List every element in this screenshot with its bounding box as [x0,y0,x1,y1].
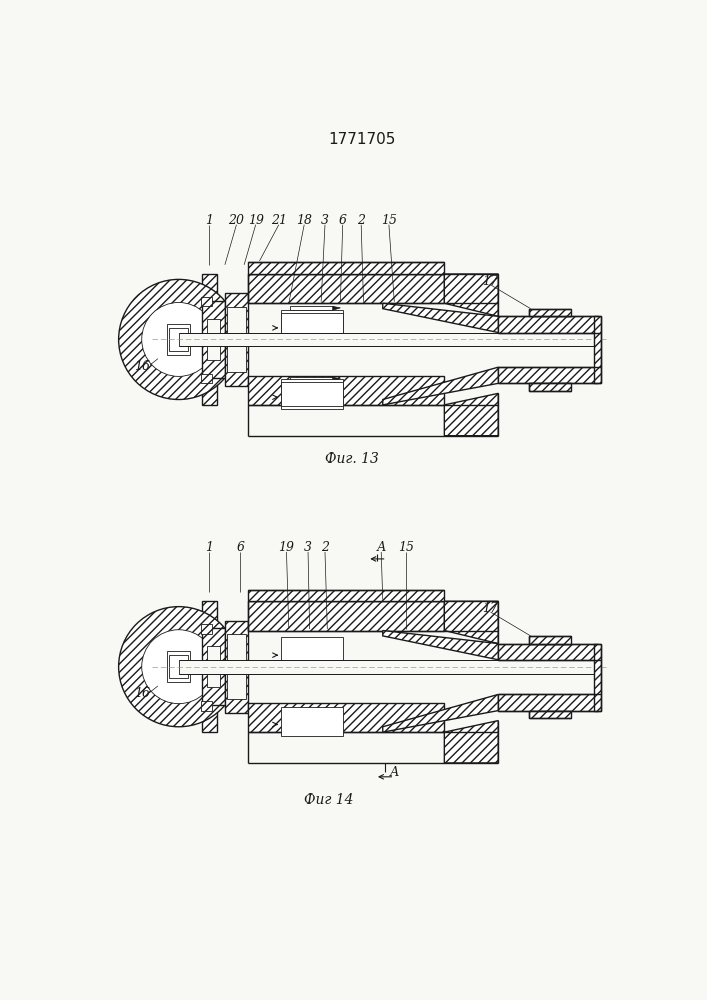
Bar [201,301,225,378]
Polygon shape [333,390,340,394]
Bar [281,382,343,406]
Polygon shape [382,303,498,333]
Polygon shape [333,377,340,381]
Text: 2: 2 [357,214,366,227]
Text: 16: 16 [134,360,151,373]
Polygon shape [444,721,498,763]
Polygon shape [444,393,498,436]
Bar [179,333,598,346]
Polygon shape [333,711,340,715]
Polygon shape [444,601,498,644]
Bar [529,309,571,316]
Bar [529,636,571,644]
Polygon shape [333,306,340,310]
Polygon shape [382,367,498,405]
Bar [227,634,246,699]
Polygon shape [333,646,340,650]
Polygon shape [333,718,340,721]
Bar [281,312,343,337]
Bar [248,376,444,405]
Bar [170,655,188,678]
Text: А: А [390,766,399,779]
Bar [207,319,219,360]
Bar [227,307,246,372]
Bar [529,383,571,391]
Polygon shape [333,319,340,323]
Text: 6: 6 [236,541,245,554]
Text: 16: 16 [134,687,151,700]
Text: 21: 21 [271,214,287,227]
Bar [291,384,333,388]
Text: 18: 18 [296,214,312,227]
Bar [167,324,190,355]
Polygon shape [333,640,340,644]
Text: 1: 1 [206,541,214,554]
Polygon shape [382,631,498,660]
Polygon shape [382,694,498,732]
Bar [201,274,217,405]
Bar [225,293,248,386]
Text: 3: 3 [304,541,312,554]
Bar [291,390,333,394]
Bar [498,316,598,333]
Bar [281,637,343,667]
Text: 19: 19 [247,214,264,227]
Text: Фиг 14: Фиг 14 [304,793,354,807]
Bar [281,379,343,409]
Text: 17: 17 [483,275,498,288]
Circle shape [119,607,239,727]
Bar [201,374,212,383]
Bar [170,328,188,351]
Bar [595,644,601,711]
Bar [201,628,225,705]
Bar [281,310,343,339]
Bar [498,367,598,383]
Bar [595,316,601,383]
Text: 15: 15 [381,214,397,227]
Text: 1771705: 1771705 [328,132,396,147]
Circle shape [141,630,216,704]
Text: 15: 15 [398,541,414,554]
Circle shape [119,279,239,400]
Bar [248,601,444,631]
Bar [291,640,333,644]
Bar [167,651,190,682]
Bar [248,274,444,303]
Bar [201,701,212,711]
Text: 2: 2 [321,541,329,554]
Text: 20: 20 [228,214,245,227]
Text: 19: 19 [279,541,295,554]
Bar [291,312,333,316]
Bar [291,646,333,650]
Polygon shape [444,274,498,316]
Polygon shape [333,312,340,316]
Bar [201,624,212,634]
Bar [291,711,333,715]
Bar [207,646,219,687]
Text: 3: 3 [321,214,329,227]
Bar [291,718,333,721]
Bar [201,297,212,306]
Bar [291,319,333,323]
Text: 6: 6 [339,214,346,227]
Bar [498,694,598,711]
Bar [248,703,444,732]
Circle shape [141,302,216,376]
Polygon shape [333,384,340,388]
Text: 17: 17 [483,602,498,615]
Bar [529,711,571,718]
Bar [248,262,444,274]
Bar [248,590,444,601]
Text: 1: 1 [206,214,214,227]
Bar [498,644,598,660]
Text: А: А [376,541,386,554]
Bar [201,601,217,732]
Bar [291,377,333,381]
Bar [179,660,598,674]
Text: Фиг. 13: Фиг. 13 [325,452,379,466]
Bar [291,306,333,310]
Bar [225,620,248,713]
Bar [281,707,343,736]
